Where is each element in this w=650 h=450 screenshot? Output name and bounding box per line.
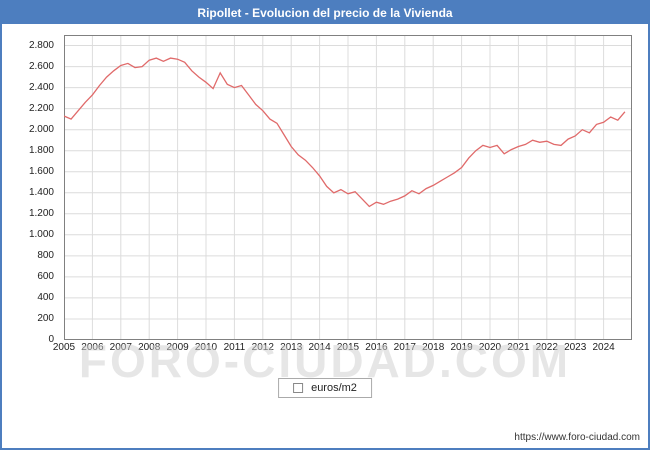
x-tick-label: 2019 <box>450 342 473 353</box>
chart-legend: euros/m2 <box>278 378 372 398</box>
y-tick-label: 2.000 <box>28 123 54 135</box>
legend-marker-icon <box>293 383 304 393</box>
x-tick-label: 2015 <box>336 342 360 353</box>
y-tick-label: 800 <box>37 249 54 261</box>
x-tick-label: 2020 <box>478 342 502 353</box>
legend-label: euros/m2 <box>311 382 357 394</box>
chart-title: Ripollet - Evolucion del precio de la Vi… <box>197 6 453 20</box>
chart-title-bar: Ripollet - Evolucion del precio de la Vi… <box>2 2 648 24</box>
y-tick-label: 400 <box>37 291 54 303</box>
x-tick-label: 2017 <box>393 342 416 353</box>
x-tick-label: 2021 <box>507 342 530 353</box>
x-tick-label: 2009 <box>166 342 189 353</box>
x-tick-label: 2013 <box>280 342 303 353</box>
y-tick-label: 1.000 <box>28 228 54 240</box>
x-tick-label: 2006 <box>81 342 104 353</box>
x-tick-label: 2023 <box>564 342 587 353</box>
y-tick-label: 600 <box>37 270 54 282</box>
x-tick-label: 2011 <box>223 342 246 353</box>
y-tick-label: 2.600 <box>28 60 54 72</box>
x-tick-label: 2007 <box>109 342 132 353</box>
x-tick-label: 2016 <box>365 342 388 353</box>
y-tick-label: 200 <box>37 312 54 324</box>
y-tick-label: 1.600 <box>28 165 54 177</box>
y-tick-label: 2.200 <box>28 102 54 114</box>
x-tick-label: 2022 <box>535 342 558 353</box>
x-tick-label: 2018 <box>422 342 445 353</box>
x-tick-label: 2008 <box>138 342 161 353</box>
y-tick-label: 1.800 <box>28 144 54 156</box>
y-tick-label: 1.200 <box>28 207 54 219</box>
plot-container <box>64 35 632 340</box>
x-tick-label: 2014 <box>308 342 331 353</box>
x-axis: 2005 2006 2007 2008 2009 2010 2011 2012 2013 2014… <box>53 342 632 356</box>
y-tick-label: 0 <box>48 334 54 345</box>
y-tick-label: 1.400 <box>28 186 54 198</box>
x-tick-label: 2005 <box>52 342 76 353</box>
plot-svg <box>64 35 632 340</box>
x-tick-label: 2010 <box>194 342 218 353</box>
y-tick-label: 2.800 <box>28 39 54 51</box>
y-axis: 0 200 400 600 800 1.000 1.200 1.400 1.600 1.800 2.… <box>2 35 58 345</box>
x-tick-label: 2024 <box>592 342 615 353</box>
x-tick-label: 2012 <box>251 342 274 353</box>
y-tick-label: 2.400 <box>28 81 54 93</box>
source-url: https://www.foro-ciudad.com <box>514 432 640 443</box>
